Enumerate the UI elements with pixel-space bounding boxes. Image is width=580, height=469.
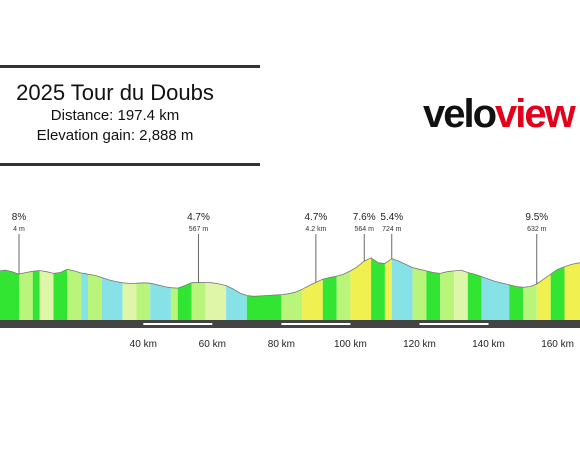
climb-detail-label: 564 m bbox=[354, 226, 374, 233]
profile-outline bbox=[0, 257, 580, 297]
profile-segment-34 bbox=[536, 274, 551, 320]
profile-segment-31 bbox=[481, 276, 510, 320]
x-tick-label: 60 km bbox=[199, 339, 226, 350]
header-top-rule bbox=[0, 65, 260, 68]
profile-segment-15 bbox=[205, 282, 227, 320]
profile-segment-5 bbox=[67, 269, 82, 320]
climb-gradient-label: 4.7% bbox=[187, 212, 210, 223]
profile-segment-1 bbox=[19, 271, 33, 320]
profile-segment-36 bbox=[564, 262, 580, 320]
profile-segment-20 bbox=[322, 276, 337, 320]
climb-gradient-label: 4.7% bbox=[305, 212, 328, 223]
climb-gradient-label: 7.6% bbox=[353, 212, 376, 223]
profile-segment-24 bbox=[384, 258, 392, 320]
x-tick-label: 80 km bbox=[268, 339, 295, 350]
profile-segment-19 bbox=[302, 279, 323, 320]
elevation-gain-text: Elevation gain: 2,888 m bbox=[36, 127, 194, 144]
profile-segment-33 bbox=[523, 284, 537, 320]
climb-detail-label: 567 m bbox=[189, 226, 209, 233]
climb-gradient-label: 8% bbox=[12, 212, 27, 223]
distance-text: Distance: 197.4 km bbox=[50, 107, 180, 124]
profile-segment-27 bbox=[426, 270, 441, 320]
climb-gradient-label: 9.5% bbox=[525, 212, 548, 223]
profile-segment-22 bbox=[350, 257, 372, 320]
profile-segment-4 bbox=[53, 269, 68, 320]
profile-segment-21 bbox=[336, 270, 351, 320]
profile-segment-16 bbox=[226, 285, 247, 320]
profile-segment-2 bbox=[32, 270, 40, 320]
x-tick-label: 40 km bbox=[130, 339, 157, 350]
title-block: 2025 Tour du Doubs Distance: 197.4 km El… bbox=[0, 80, 230, 146]
profile-segment-32 bbox=[509, 284, 523, 320]
profile-segment-9 bbox=[122, 282, 137, 320]
x-tick-label: 140 km bbox=[472, 339, 505, 350]
profile-segment-25 bbox=[391, 258, 413, 320]
profile-segment-12 bbox=[170, 287, 178, 320]
profile-segment-28 bbox=[440, 270, 454, 320]
header-bottom-rule bbox=[0, 163, 260, 166]
road-marker bbox=[143, 323, 213, 325]
climb-gradient-label: 5.4% bbox=[380, 212, 403, 223]
road-marker bbox=[419, 323, 489, 325]
profile-segment-7 bbox=[88, 274, 102, 320]
profile-segment-8 bbox=[101, 277, 123, 320]
profile-segment-26 bbox=[412, 267, 427, 320]
profile-segment-6 bbox=[81, 273, 88, 320]
climb-detail-label: 4 m bbox=[13, 226, 25, 233]
profile-segment-23 bbox=[371, 257, 385, 320]
road-marker bbox=[281, 323, 351, 325]
x-tick-label: 100 km bbox=[334, 339, 367, 350]
profile-segment-18 bbox=[281, 289, 303, 320]
climb-detail-label: 632 m bbox=[527, 226, 547, 233]
profile-segment-30 bbox=[467, 272, 482, 320]
elevation-profile-chart: 40 km 60 km 80 km 100 km 120 km 140 km 160 km 8… bbox=[0, 212, 580, 350]
profile-segment-10 bbox=[136, 282, 151, 320]
profile-segment-17 bbox=[246, 294, 282, 320]
climb-detail-label: 724 m bbox=[382, 226, 402, 233]
profile-segment-13 bbox=[177, 282, 192, 320]
climb-detail-label: 4.2 km bbox=[305, 226, 326, 233]
profile-segment-35 bbox=[550, 266, 565, 320]
x-tick-label: 120 km bbox=[403, 339, 436, 350]
profile-segment-3 bbox=[39, 270, 54, 320]
x-tick-label: 160 km bbox=[541, 339, 574, 350]
veloviewer-logo: veloview bbox=[423, 92, 576, 136]
profile-segment-14 bbox=[191, 282, 206, 320]
profile-segment-11 bbox=[150, 283, 171, 320]
profile-segment-0 bbox=[0, 270, 19, 320]
profile-segment-29 bbox=[454, 270, 468, 320]
chart-title: 2025 Tour du Doubs bbox=[16, 80, 214, 105]
